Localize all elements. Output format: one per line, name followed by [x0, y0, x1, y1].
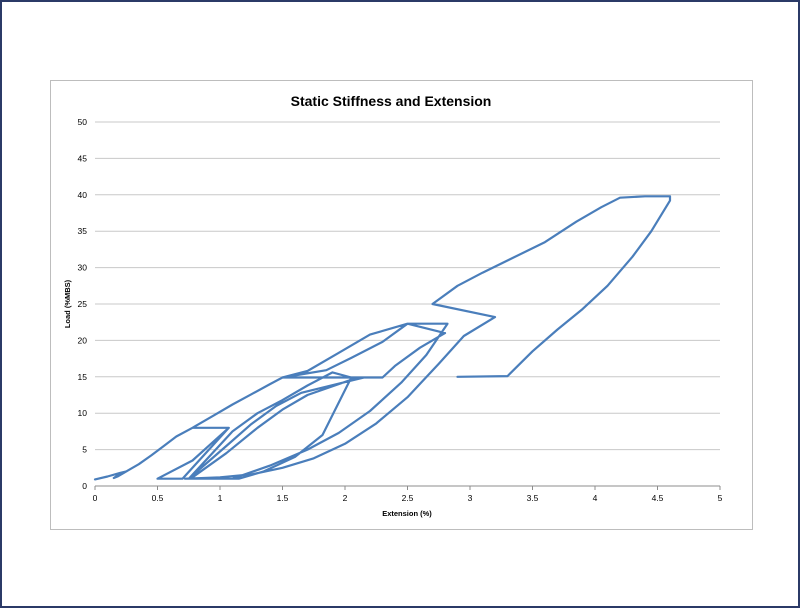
x-tick-label: 3.5 — [527, 493, 539, 503]
y-tick-label: 20 — [78, 335, 88, 345]
x-tick-label: 2.5 — [402, 493, 414, 503]
y-axis-label: Load (%MBS) — [63, 279, 72, 328]
y-tick-label: 30 — [78, 263, 88, 273]
x-tick-label: 1.5 — [277, 493, 289, 503]
y-tick-label: 35 — [78, 226, 88, 236]
series-group — [93, 195, 672, 481]
x-tick-label: 2 — [343, 493, 348, 503]
y-tick-label: 50 — [78, 117, 88, 127]
x-tick-label: 0.5 — [152, 493, 164, 503]
y-tick-label: 10 — [78, 408, 88, 418]
gridlines — [95, 121, 720, 451]
y-tick-label: 0 — [82, 481, 87, 491]
series-line-0 — [93, 195, 672, 481]
y-axis-ticks: 0 5 10 15 20 25 30 35 40 45 50 — [78, 117, 88, 491]
chart-title: Static Stiffness and Extension — [291, 93, 492, 109]
x-tick-label: 0 — [93, 493, 98, 503]
x-tick-label: 5 — [718, 493, 723, 503]
chart-area — [50, 80, 753, 530]
x-tick-label: 1 — [218, 493, 223, 503]
x-axis-label: Extension (%) — [382, 509, 432, 518]
x-tick-label: 4 — [593, 493, 598, 503]
y-tick-label: 40 — [78, 190, 88, 200]
x-tick-label: 3 — [468, 493, 473, 503]
y-tick-label: 25 — [78, 299, 88, 309]
y-tick-label: 45 — [78, 153, 88, 163]
x-tick-label: 4.5 — [652, 493, 664, 503]
y-tick-label: 15 — [78, 372, 88, 382]
axes — [94, 485, 721, 490]
y-tick-label: 5 — [82, 445, 87, 455]
x-axis-ticks: 0 0.5 1 1.5 2 2.5 3 3.5 4 4.5 5 — [93, 493, 723, 503]
